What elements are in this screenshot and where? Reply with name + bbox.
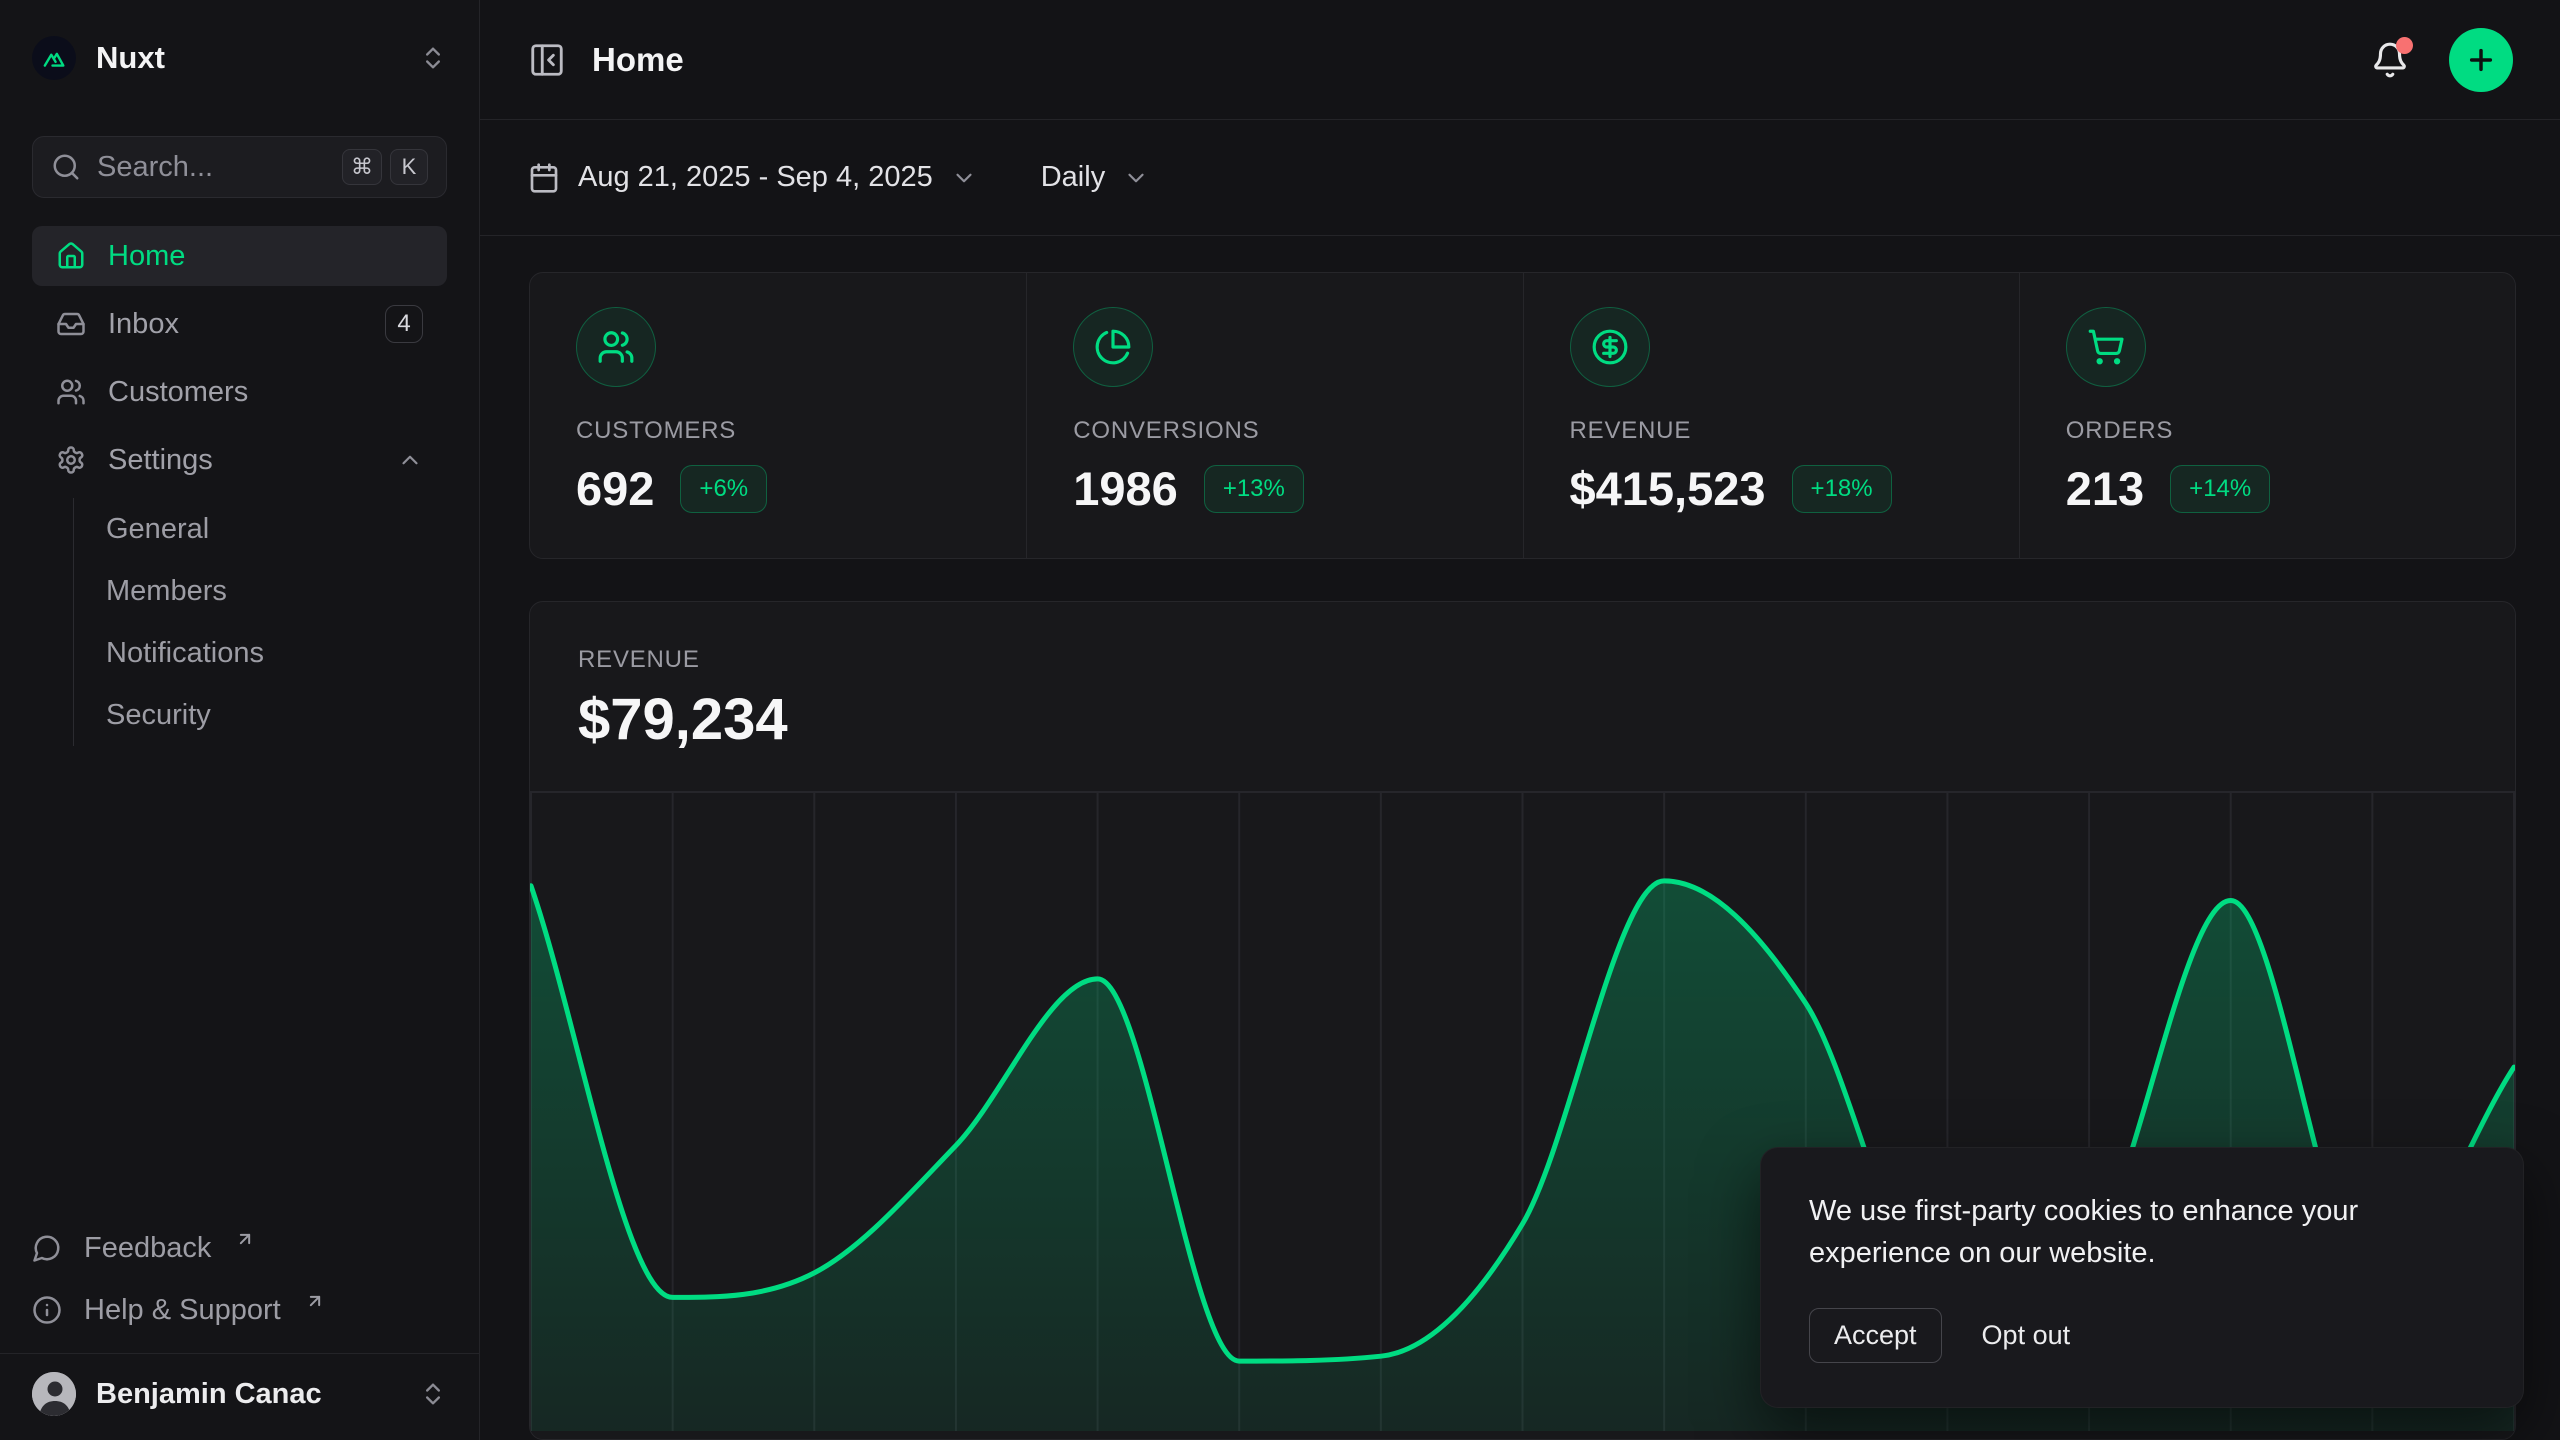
gear-icon: [56, 445, 86, 475]
sidebar-subitem-label: General: [106, 513, 209, 546]
chevron-up-down-icon: [419, 1380, 447, 1408]
stat-label: CUSTOMERS: [576, 417, 980, 445]
cookie-message: We use first-party cookies to enhance yo…: [1809, 1190, 2449, 1274]
accept-button[interactable]: Accept: [1809, 1308, 1942, 1363]
page-title: Home: [592, 41, 684, 79]
stat-value: 1986: [1073, 461, 1178, 516]
stat-card-customers[interactable]: CUSTOMERS 692 +6%: [530, 273, 1026, 558]
filter-bar: Aug 21, 2025 - Sep 4, 2025 Daily: [480, 120, 2560, 236]
stat-label: CONVERSIONS: [1073, 417, 1476, 445]
sidebar-item-settings[interactable]: Settings: [32, 430, 447, 490]
users-icon: [576, 307, 656, 387]
date-range-value: Aug 21, 2025 - Sep 4, 2025: [578, 161, 933, 194]
notifications-button[interactable]: [2371, 41, 2409, 79]
sidebar-subitem-label: Security: [106, 699, 211, 732]
external-link-icon: [305, 1291, 325, 1311]
help-support-label: Help & Support: [84, 1294, 281, 1327]
k-key-badge: K: [390, 149, 428, 185]
stat-label: REVENUE: [1570, 417, 1973, 445]
sidebar-item-inbox[interactable]: Inbox 4: [32, 294, 447, 354]
sidebar-item-customers[interactable]: Customers: [32, 362, 447, 422]
plus-icon: [2465, 44, 2497, 76]
sidebar-item-home[interactable]: Home: [32, 226, 447, 286]
help-support-link[interactable]: Help & Support: [32, 1281, 447, 1339]
stat-value: 692: [576, 461, 654, 516]
chevron-down-icon: [1123, 165, 1149, 191]
stat-card-orders[interactable]: ORDERS 213 +14%: [2019, 273, 2515, 558]
feedback-link[interactable]: Feedback: [32, 1219, 447, 1277]
sidebar-item-members[interactable]: Members: [74, 560, 447, 622]
stat-delta-badge: +6%: [680, 465, 767, 513]
stat-label: ORDERS: [2066, 417, 2469, 445]
external-link-icon: [235, 1229, 255, 1249]
users-icon: [56, 377, 86, 407]
search-input[interactable]: Search... ⌘ K: [32, 136, 447, 198]
revenue-chart-value: $79,234: [578, 686, 2467, 753]
date-range-picker[interactable]: Aug 21, 2025 - Sep 4, 2025: [528, 161, 977, 194]
sidebar-collapse-icon[interactable]: [528, 41, 566, 79]
user-menu[interactable]: Benjamin Canac: [32, 1372, 447, 1416]
opt-out-button[interactable]: Opt out: [1982, 1320, 2071, 1351]
search-icon: [51, 152, 81, 182]
dollar-circle-icon: [1570, 307, 1650, 387]
stat-card-conversions[interactable]: CONVERSIONS 1986 +13%: [1026, 273, 1522, 558]
chevron-up-icon: [397, 447, 423, 473]
sidebar-user-section: Benjamin Canac: [0, 1353, 479, 1440]
chat-bubble-icon: [32, 1233, 62, 1263]
notification-dot: [2396, 37, 2413, 54]
settings-subnav: General Members Notifications Security: [73, 498, 447, 746]
stat-card-revenue[interactable]: REVENUE $415,523 +18%: [1523, 273, 2019, 558]
top-header: Home: [480, 0, 2560, 120]
sidebar-item-security[interactable]: Security: [74, 684, 447, 746]
stat-delta-badge: +13%: [1204, 465, 1304, 513]
workspace-switcher[interactable]: Nuxt: [32, 30, 447, 86]
inbox-count-badge: 4: [385, 305, 423, 343]
sidebar-item-label: Inbox: [108, 308, 179, 341]
sidebar-item-label: Home: [108, 240, 185, 273]
sidebar-nav: Home Inbox 4 Customers Settings Ge: [32, 226, 447, 746]
stat-delta-badge: +14%: [2170, 465, 2270, 513]
interval-value: Daily: [1041, 161, 1105, 194]
feedback-label: Feedback: [84, 1232, 211, 1265]
sidebar-subitem-label: Members: [106, 575, 227, 608]
sidebar-item-notifications[interactable]: Notifications: [74, 622, 447, 684]
sidebar-item-label: Settings: [108, 444, 213, 477]
sidebar-item-general[interactable]: General: [74, 498, 447, 560]
sidebar-footer-links: Feedback Help & Support: [32, 1219, 447, 1339]
inbox-icon: [56, 309, 86, 339]
stat-value: 213: [2066, 461, 2144, 516]
cmd-key-badge: ⌘: [342, 149, 382, 185]
sidebar-item-label: Customers: [108, 376, 248, 409]
avatar: [32, 1372, 76, 1416]
calendar-icon: [528, 162, 560, 194]
cookie-banner: We use first-party cookies to enhance yo…: [1760, 1147, 2524, 1408]
stat-delta-badge: +18%: [1792, 465, 1892, 513]
chevron-down-icon: [951, 165, 977, 191]
add-button[interactable]: [2449, 28, 2513, 92]
home-icon: [56, 241, 86, 271]
search-placeholder: Search...: [97, 151, 213, 184]
interval-select[interactable]: Daily: [1041, 161, 1149, 194]
info-circle-icon: [32, 1295, 62, 1325]
pie-chart-icon: [1073, 307, 1153, 387]
stats-panel: CUSTOMERS 692 +6% CONVERSIONS 1986 +13%: [529, 272, 2516, 559]
chevron-up-down-icon: [419, 44, 447, 72]
revenue-chart-label: REVENUE: [578, 646, 2467, 674]
workspace-name: Nuxt: [96, 40, 165, 76]
user-name: Benjamin Canac: [96, 1378, 322, 1411]
stat-value: $415,523: [1570, 461, 1766, 516]
nuxt-logo-icon: [32, 36, 76, 80]
sidebar-subitem-label: Notifications: [106, 637, 264, 670]
cart-icon: [2066, 307, 2146, 387]
search-shortcut: ⌘ K: [342, 149, 428, 185]
sidebar: Nuxt Search... ⌘ K Home Inbox 4: [0, 0, 480, 1440]
